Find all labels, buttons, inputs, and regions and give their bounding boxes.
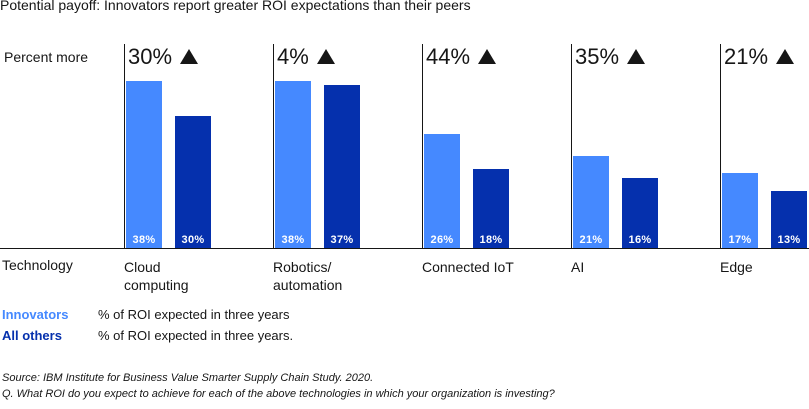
bar-value-label: 16% [628,233,652,246]
chart-title: Potential payoff: Innovators report grea… [0,0,471,13]
survey-question: Q. What ROI do you expect to achieve for… [2,388,555,400]
y-axis-label: Percent more [4,49,89,65]
innovators-bar: 38% [126,80,162,248]
percent-more-label: 35% [575,44,646,70]
group-divider [422,44,423,248]
bar-value-label: 38% [281,233,305,246]
up-triangle-icon [180,48,199,64]
innovators-bar: 17% [722,173,758,248]
bar-value-label: 21% [579,233,603,246]
all-others-bar: 16% [622,177,658,248]
innovators-bar: 38% [275,80,311,248]
percent-more-label: 21% [724,44,795,70]
bar-value-label: 17% [728,233,752,246]
legend-innovators-name: Innovators [2,307,69,322]
bar-value-label: 30% [181,234,205,246]
legend-innovators-desc: % of ROI expected in three years [98,307,290,322]
category-label: Edge [720,259,753,275]
up-triangle-icon [776,48,795,64]
source-note: Source: IBM Institute for Business Value… [2,372,374,384]
group-divider [720,44,721,248]
group-divider [124,44,125,248]
bar-value-label: 38% [132,233,156,246]
percent-more-value: 35% [575,44,620,69]
innovators-bar: 21% [573,155,609,248]
percent-more-value: 44% [426,44,471,69]
percent-more-label: 44% [426,44,497,70]
legend-all-others: All others % of ROI expected in three yea… [2,328,293,343]
bar-value-label: 37% [330,233,354,246]
percent-more-value: 4% [277,44,309,69]
legend-all-others-desc: % of ROI expected in three years. [98,328,294,343]
category-label: AI [571,259,585,275]
up-triangle-icon [478,48,497,64]
percent-more-value: 30% [128,44,173,69]
x-axis-label: Technology [2,257,73,273]
legend-innovators: Innovators % of ROI expected in three yea… [2,307,289,322]
category-label: Robotics/ automation [273,259,343,293]
percent-more-label: 4% [277,44,335,70]
up-triangle-icon [627,48,646,64]
percent-more-label: 30% [128,44,199,70]
all-others-bar: 30% [175,116,211,248]
all-others-bar: 13% [771,190,807,248]
category-label: Cloud computing [124,259,189,293]
percent-more-value: 21% [724,44,769,69]
legend-all-others-name: All others [2,328,62,343]
group-divider [571,44,572,248]
innovators-bar: 26% [424,133,460,248]
bar-value-label: 18% [479,233,503,246]
chart-baseline [0,248,809,249]
category-label: Connected IoT [422,259,514,275]
bar-value-label: 26% [430,233,454,246]
up-triangle-icon [316,48,335,64]
all-others-bar: 37% [324,85,360,248]
bar-value-label: 13% [777,233,801,246]
group-divider [273,44,274,248]
all-others-bar: 18% [473,168,509,248]
